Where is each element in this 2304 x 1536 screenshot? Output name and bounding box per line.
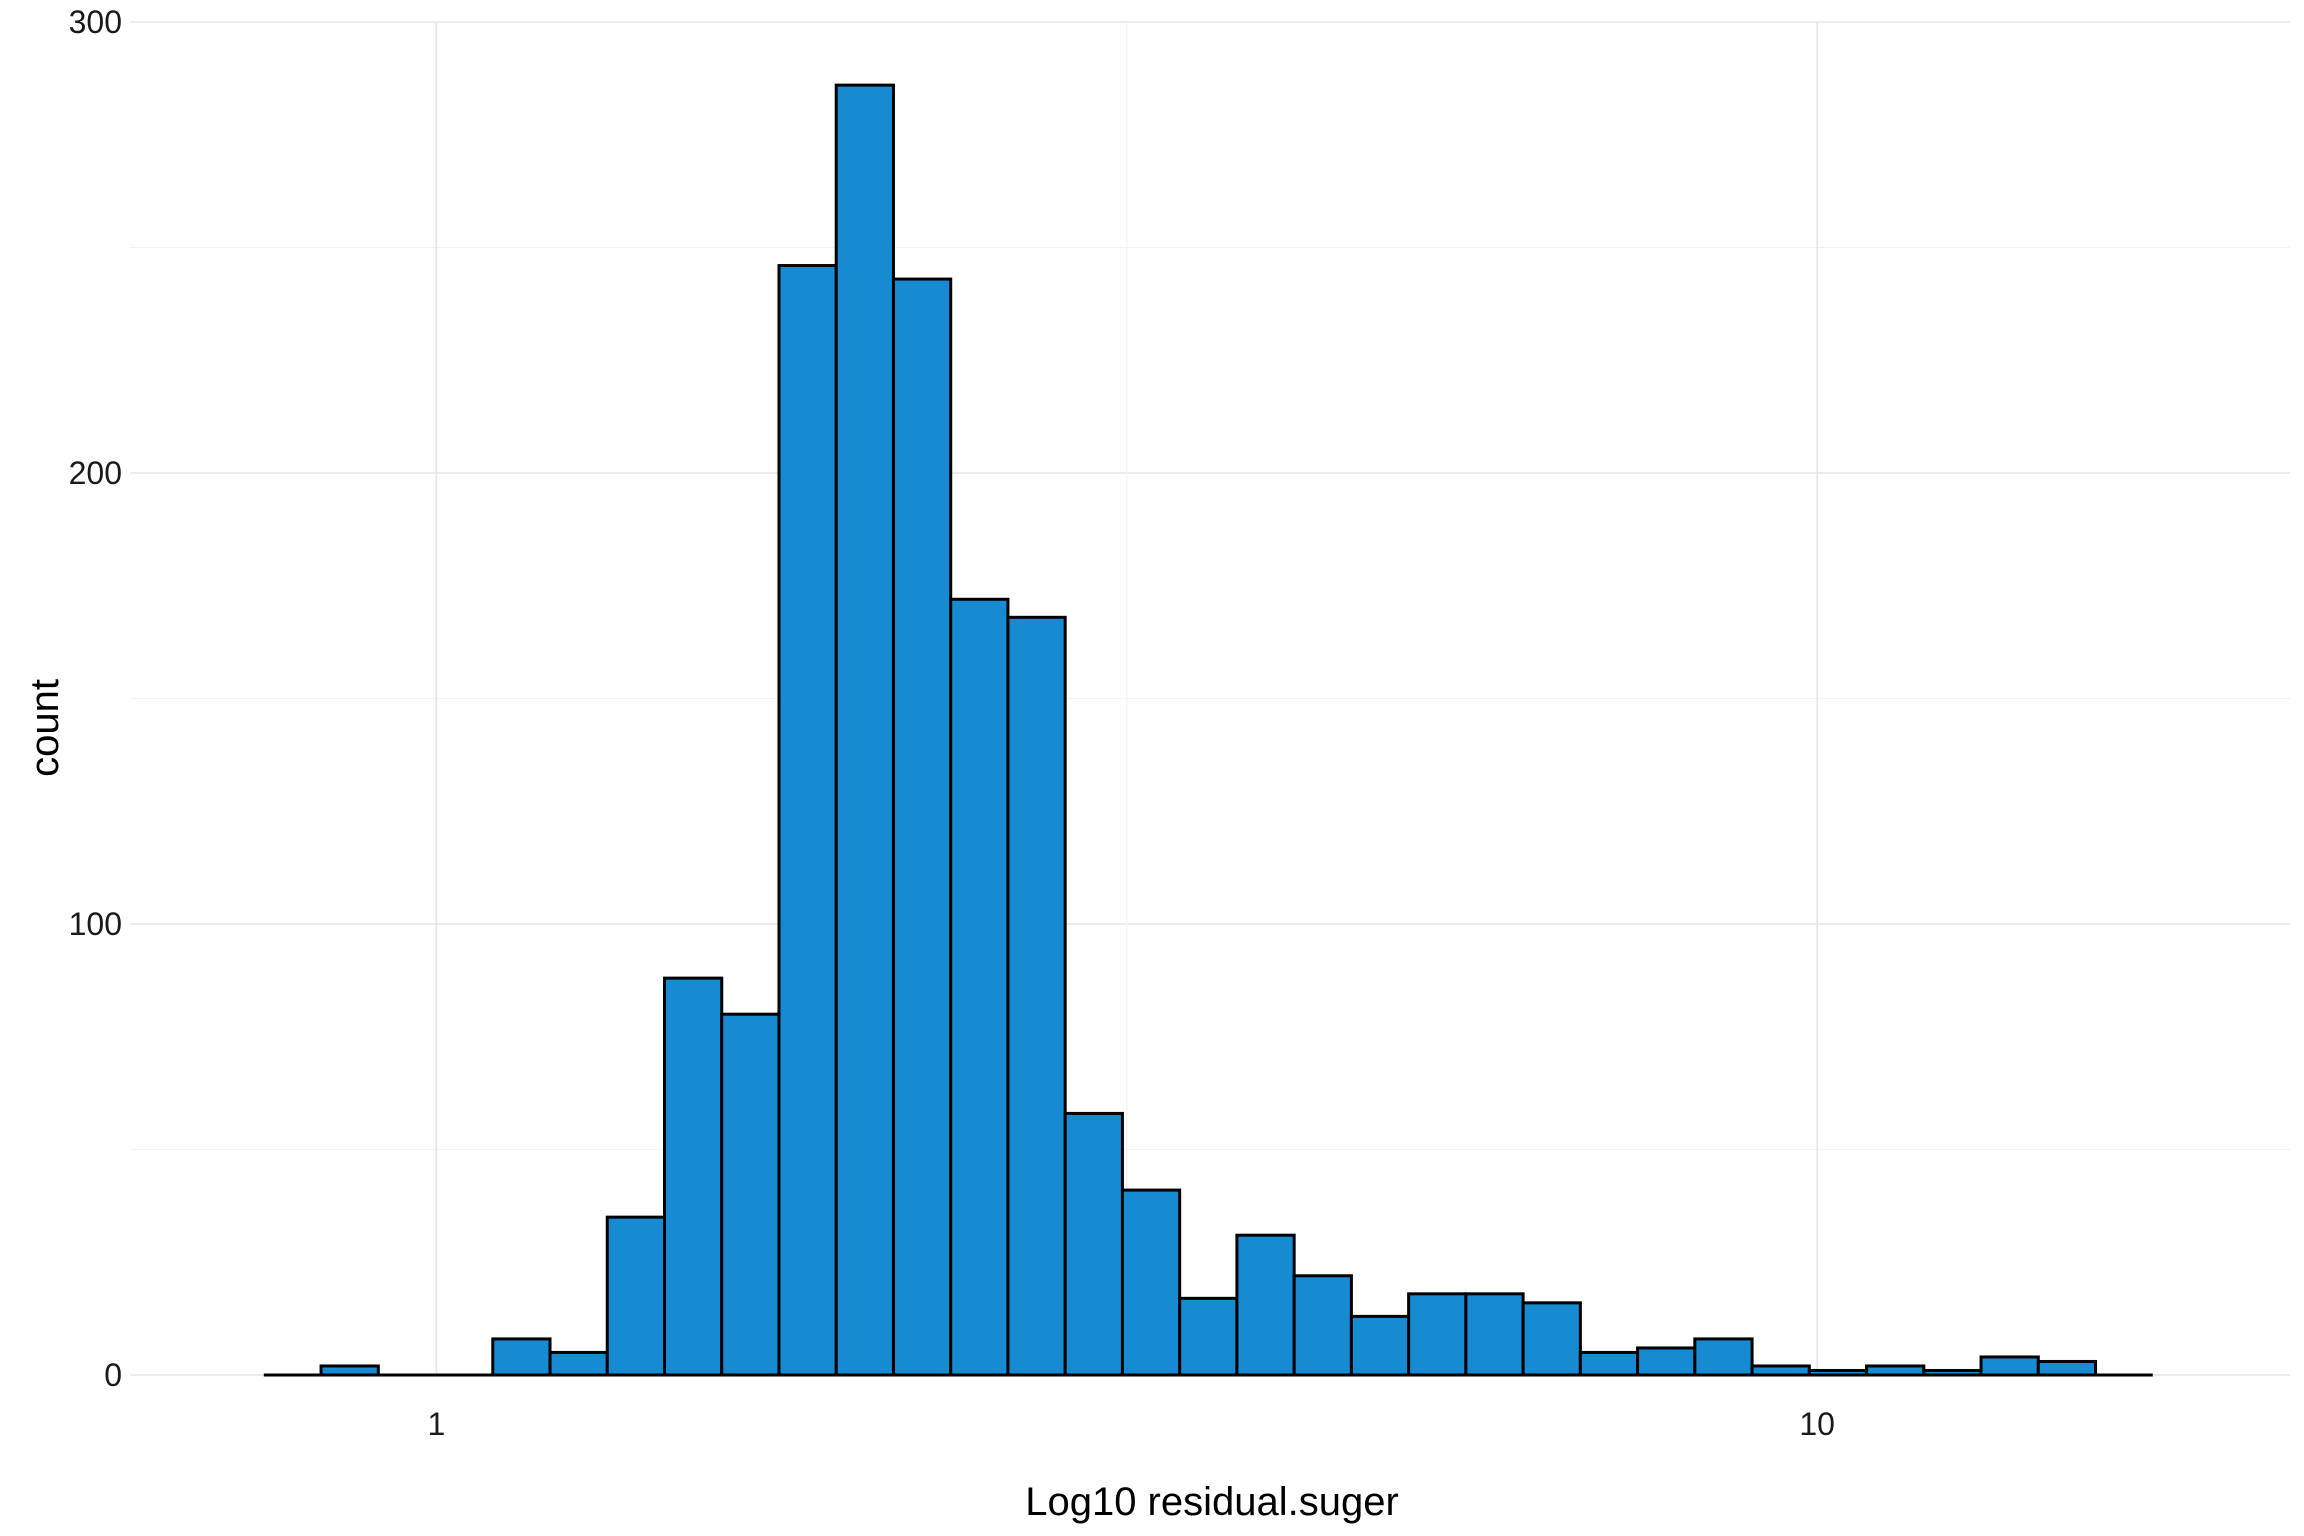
- histogram-bar: [2036, 1359, 2098, 1377]
- histogram-bar: [1178, 1296, 1239, 1377]
- y-tick-label: 200: [69, 455, 122, 491]
- histogram-bar: [949, 597, 1010, 1377]
- histogram-bar: [1292, 1274, 1353, 1377]
- histogram-bar: [777, 264, 838, 1377]
- histogram-bar: [834, 83, 895, 1377]
- histogram-bar: [491, 1337, 552, 1377]
- histogram-bar: [1349, 1314, 1411, 1377]
- x-tick-label: 1: [427, 1406, 445, 1442]
- histogram-bar: [1693, 1337, 1754, 1377]
- x-tick-label: 10: [1799, 1406, 1835, 1442]
- histogram-bar: [1979, 1355, 2040, 1377]
- grid-lines: [130, 21, 2290, 1376]
- histogram-bar: [1578, 1350, 1640, 1377]
- histogram-bar: [720, 1012, 781, 1377]
- histogram-bar: [1636, 1346, 1697, 1377]
- histogram-bar: [1521, 1301, 1582, 1377]
- y-tick-label: 0: [104, 1357, 122, 1393]
- y-axis-title: count: [23, 679, 67, 777]
- x-axis-title: Log10 residual.suger: [1025, 1480, 1399, 1524]
- x-axis-ticks: 1 10: [427, 1406, 1835, 1442]
- histogram-bar: [1120, 1188, 1182, 1377]
- y-axis-ticks: 0 100 200 300: [69, 4, 122, 1393]
- histogram-bar: [1407, 1292, 1468, 1377]
- histogram-bar: [1063, 1111, 1124, 1377]
- histogram-bar: [548, 1350, 609, 1377]
- histogram-bar: [1464, 1292, 1525, 1377]
- histogram-bar: [1006, 615, 1067, 1377]
- histogram-bar: [891, 277, 953, 1377]
- histogram-bar: [663, 976, 724, 1377]
- histogram-bars: [319, 83, 2098, 1377]
- y-tick-label: 100: [69, 906, 122, 942]
- histogram-bar: [605, 1215, 667, 1377]
- y-tick-label: 300: [69, 4, 122, 40]
- histogram-bar: [1235, 1233, 1296, 1377]
